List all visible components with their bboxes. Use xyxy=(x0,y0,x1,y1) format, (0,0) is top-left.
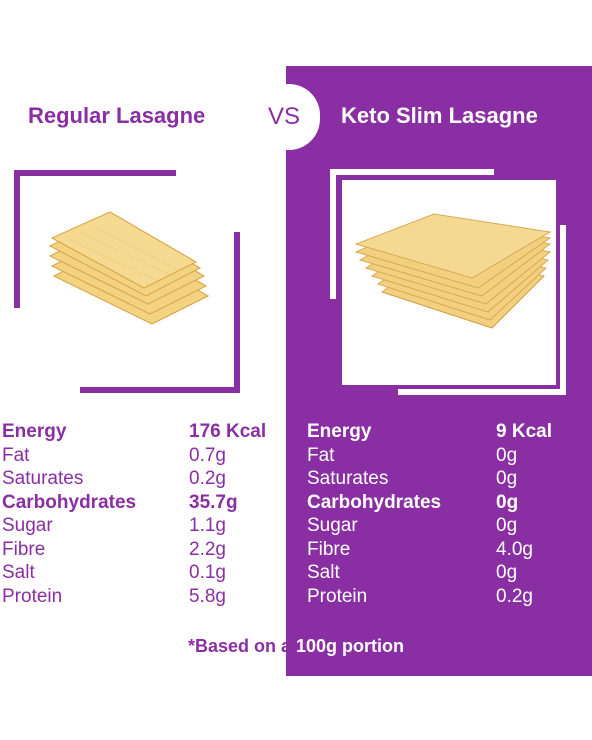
nutrition-row-saturates: Saturates 0g xyxy=(307,467,587,491)
footnote-portion: 100g portion xyxy=(296,636,405,656)
nutrient-label: Salt xyxy=(2,562,35,583)
portion-footnote: *Based on a 100g portion xyxy=(0,636,592,657)
nutrient-value: 5.8g xyxy=(189,585,226,607)
nutrient-label: Sugar xyxy=(307,515,358,536)
nutrient-label: Carbohydrates xyxy=(2,491,137,513)
nutrition-row-protein: Protein 5.8g xyxy=(2,585,282,609)
nutrient-value: 0g xyxy=(496,562,518,583)
lasagne-sheets-stacked-icon xyxy=(354,213,552,329)
nutrient-label: Fat xyxy=(307,444,335,466)
nutrition-row-carbohydrates: Carbohydrates 35.7g xyxy=(2,491,282,515)
nutrition-row-fat: Fat 0.7g xyxy=(2,444,282,468)
lasagne-sheets-fanned-icon xyxy=(48,211,210,325)
nutrition-row-energy: Energy 9 Kcal xyxy=(307,420,587,444)
nutrient-label: Carbohydrates xyxy=(307,491,442,513)
nutrition-row-protein: Protein 0.2g xyxy=(307,585,587,609)
nutrient-value: 0g xyxy=(496,515,518,536)
regular-lasagne-image xyxy=(40,184,228,374)
nutrition-row-fibre: Fibre 2.2g xyxy=(2,538,282,562)
keto-nutrition-table: Energy 9 Kcal Fat 0g Saturates 0g Carboh… xyxy=(307,420,587,608)
nutrient-value: 0g xyxy=(496,468,518,489)
right-frame-left xyxy=(330,169,336,299)
nutrient-value: 0.2g xyxy=(189,468,226,489)
nutrient-label: Saturates xyxy=(2,468,84,489)
nutrition-row-fat: Fat 0g xyxy=(307,444,587,468)
vs-label: VS xyxy=(268,103,301,130)
nutrition-row-fibre: Fibre 4.0g xyxy=(307,538,587,562)
left-frame-bottom xyxy=(80,387,240,393)
nutrient-value: 2.2g xyxy=(189,538,226,560)
right-frame-right xyxy=(560,225,566,395)
nutrition-row-carbohydrates: Carbohydrates 0g xyxy=(307,491,587,515)
nutrient-label: Salt xyxy=(307,562,340,583)
nutrient-value: 0.1g xyxy=(189,562,226,583)
keto-lasagne-title: Keto Slim Lasagne xyxy=(341,103,538,128)
regular-lasagne-title: Regular Lasagne xyxy=(28,103,206,128)
nutrition-row-saturates: Saturates 0.2g xyxy=(2,467,282,491)
nutrient-label: Energy xyxy=(2,421,67,442)
right-frame-top xyxy=(330,169,494,175)
nutrient-label: Sugar xyxy=(2,515,53,536)
nutrient-value: 176 Kcal xyxy=(189,421,267,442)
nutrient-value: 35.7g xyxy=(189,491,238,513)
nutrient-value: 4.0g xyxy=(496,538,533,560)
nutrient-label: Saturates xyxy=(307,468,389,489)
nutrient-value: 0g xyxy=(496,444,518,466)
nutrient-label: Fibre xyxy=(307,538,351,560)
nutrient-value: 0.2g xyxy=(496,585,533,607)
regular-nutrition-table: Energy 176 Kcal Fat 0.7g Saturates 0.2g … xyxy=(2,420,282,608)
nutrient-label: Fibre xyxy=(2,538,46,560)
vs-badge xyxy=(258,84,320,150)
right-frame-bottom xyxy=(398,389,566,395)
nutrient-label: Protein xyxy=(307,585,368,607)
nutrient-label: Energy xyxy=(307,421,372,442)
nutrient-value: 0.7g xyxy=(189,444,226,466)
nutrient-value: 0g xyxy=(496,491,519,513)
left-frame-right xyxy=(234,232,240,393)
nutrient-label: Protein xyxy=(2,585,63,607)
nutrient-label: Fat xyxy=(2,444,30,466)
keto-lasagne-image xyxy=(342,180,556,385)
nutrition-row-salt: Salt 0g xyxy=(307,561,587,585)
nutrient-value: 9 Kcal xyxy=(496,421,552,442)
left-frame-top xyxy=(14,170,176,176)
footnote-prefix: *Based on a xyxy=(187,636,297,656)
left-frame-left xyxy=(14,170,20,308)
nutrition-row-sugar: Sugar 1.1g xyxy=(2,514,282,538)
nutrition-row-salt: Salt 0.1g xyxy=(2,561,282,585)
nutrient-value: 1.1g xyxy=(189,515,226,536)
nutrition-row-energy: Energy 176 Kcal xyxy=(2,420,282,444)
nutrition-row-sugar: Sugar 0g xyxy=(307,514,587,538)
